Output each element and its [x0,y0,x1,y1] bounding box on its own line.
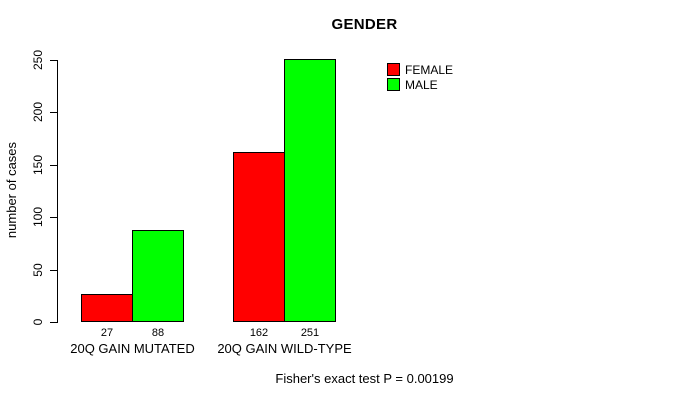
y-tick-label: 100 [31,206,45,228]
bar-value-label: 88 [151,327,165,339]
y-tick [50,322,57,323]
legend-entry-male: MALE [387,77,453,92]
y-tick-label: 250 [31,49,45,71]
y-tick [50,112,57,113]
bar-value-label: 251 [300,327,320,339]
y-axis-label: number of cases [4,141,19,239]
annotation-text: Fisher's exact test P = 0.00199 [275,371,454,386]
legend-label: MALE [405,77,438,92]
y-tick [50,60,57,61]
legend-entry-female: FEMALE [387,62,453,77]
y-tick-label: 0 [31,318,45,326]
category-label: 20Q GAIN MUTATED [70,341,195,356]
category-label: 20Q GAIN WILD-TYPE [217,341,352,356]
y-tick-label: 50 [31,263,45,277]
chart-title: GENDER [331,16,398,33]
legend: FEMALE MALE [387,62,453,92]
y-tick [50,217,57,218]
bar-male-group1 [132,230,184,322]
y-tick-label: 150 [31,154,45,176]
legend-swatch-female [387,63,400,76]
legend-swatch-male [387,78,400,91]
bar-value-label: 27 [100,327,114,339]
y-tick [50,165,57,166]
y-tick [50,270,57,271]
legend-label: FEMALE [405,62,454,77]
bar-male-group2 [284,59,336,322]
bar-female-group2 [233,152,285,322]
y-tick-label: 200 [31,101,45,123]
bar-value-label: 162 [249,327,269,339]
y-axis-line [57,60,58,323]
bar-female-group1 [81,294,133,322]
